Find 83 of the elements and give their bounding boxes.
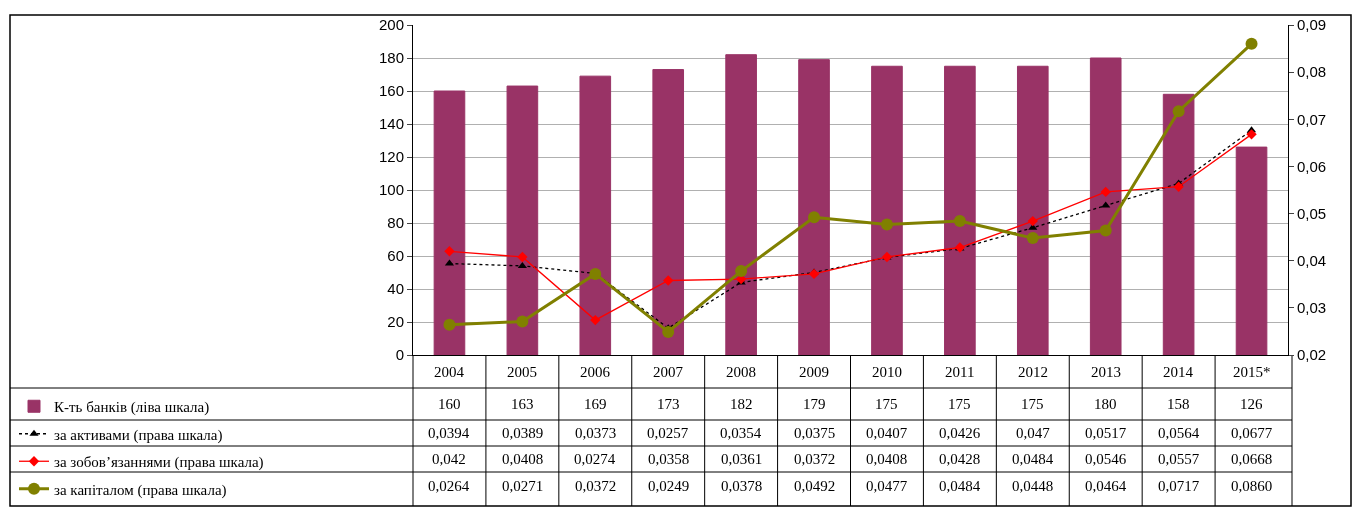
data-label: 0,0264 [428, 478, 470, 494]
data-label: 0,0274 [574, 451, 616, 467]
y2-tick-label: 0,08 [1297, 63, 1327, 81]
data-label: 0,0564 [1158, 425, 1200, 441]
data-label: 0,0358 [648, 451, 690, 467]
data-label: 0,0546 [1085, 451, 1127, 467]
x-tick-label: 2013 [1091, 364, 1121, 380]
y-tick-label: 60 [387, 247, 404, 265]
x-tick-label: 2007 [653, 364, 684, 380]
data-label: 182 [730, 396, 753, 412]
y2-tick-label: 0,07 [1297, 110, 1327, 128]
data-label: 0,0484 [939, 478, 981, 494]
x-tick-label: 2008 [726, 364, 756, 380]
data-label: 160 [438, 396, 461, 412]
legend-label: за капіталом (права шкала) [54, 481, 227, 499]
y-tick-label: 160 [378, 82, 404, 100]
x-tick-label: 2010 [872, 364, 902, 380]
y2-tick-label: 0,06 [1297, 157, 1327, 175]
data-label: 0,0557 [1158, 451, 1200, 467]
data-label: 0,0477 [866, 478, 908, 494]
y2-tick-label: 0,05 [1297, 204, 1327, 222]
legend-label: К-ть банків (ліва шкала) [54, 399, 210, 417]
x-tick-label: 2004 [434, 364, 465, 380]
x-tick-label: 2009 [799, 364, 829, 380]
data-label: 0,0373 [575, 425, 617, 441]
y-tick-label: 20 [387, 313, 404, 331]
data-label: 0,0372 [575, 478, 617, 494]
y-tick-label: 120 [378, 148, 404, 166]
data-label: 0,0717 [1158, 478, 1200, 494]
data-label: 0,0354 [720, 425, 762, 441]
data-label: 175 [875, 396, 898, 412]
data-label: 179 [803, 396, 826, 412]
data-label: 169 [584, 396, 607, 412]
data-label: 0,0860 [1231, 478, 1273, 494]
data-label: 0,0361 [721, 451, 763, 467]
y2-tick-label: 0,04 [1297, 251, 1327, 269]
data-label: 173 [657, 396, 680, 412]
legend-label: за зобов’язаннями (права шкала) [54, 454, 264, 472]
data-label: 0,0375 [794, 425, 836, 441]
data-label: 158 [1167, 396, 1190, 412]
data-label: 0,0378 [721, 478, 763, 494]
legend-label: за активами (права шкала) [54, 426, 223, 444]
data-label: 175 [1021, 396, 1044, 412]
data-label: 175 [948, 396, 971, 412]
y2-tick-label: 0,02 [1297, 346, 1327, 364]
y-tick-label: 80 [387, 214, 404, 232]
data-label: 0,0464 [1085, 478, 1127, 494]
x-tick-label: 2014 [1163, 364, 1194, 380]
data-label: 0,0426 [939, 425, 981, 441]
data-label: 0,0271 [502, 478, 544, 494]
data-label: 163 [511, 396, 534, 412]
data-label: 0,0407 [866, 425, 908, 441]
y-tick-label: 200 [378, 16, 404, 34]
y-tick-label: 40 [387, 280, 404, 298]
data-label: 0,0428 [939, 451, 981, 467]
data-label: 0,0677 [1231, 425, 1273, 441]
data-label: 0,0448 [1012, 478, 1054, 494]
x-tick-label: 2006 [580, 364, 611, 380]
data-label: 0,0408 [502, 451, 544, 467]
data-label: 0,0668 [1231, 451, 1273, 467]
data-label: 0,0408 [866, 451, 908, 467]
x-tick-label: 2011 [945, 364, 975, 380]
data-label: 0,0492 [794, 478, 836, 494]
x-tick-label: 2015* [1233, 364, 1271, 380]
y-tick-label: 0 [395, 346, 404, 364]
x-tick-label: 2012 [1018, 364, 1048, 380]
y-tick-label: 140 [378, 115, 404, 133]
data-label: 0,047 [1016, 425, 1051, 441]
data-label: 0,042 [432, 451, 466, 467]
data-label: 0,0517 [1085, 425, 1127, 441]
data-label: 0,0484 [1012, 451, 1054, 467]
y2-tick-label: 0,09 [1297, 16, 1327, 34]
y-tick-label: 180 [378, 49, 404, 67]
y-tick-label: 100 [378, 181, 404, 199]
y2-tick-label: 0,03 [1297, 299, 1327, 317]
data-label: 180 [1094, 396, 1117, 412]
data-label: 126 [1240, 396, 1263, 412]
data-label: 0,0372 [794, 451, 836, 467]
data-label: 0,0249 [648, 478, 690, 494]
data-label: 0,0394 [428, 425, 470, 441]
data-label: 0,0389 [502, 425, 544, 441]
data-label: 0,0257 [647, 425, 689, 441]
x-tick-label: 2005 [507, 364, 537, 380]
